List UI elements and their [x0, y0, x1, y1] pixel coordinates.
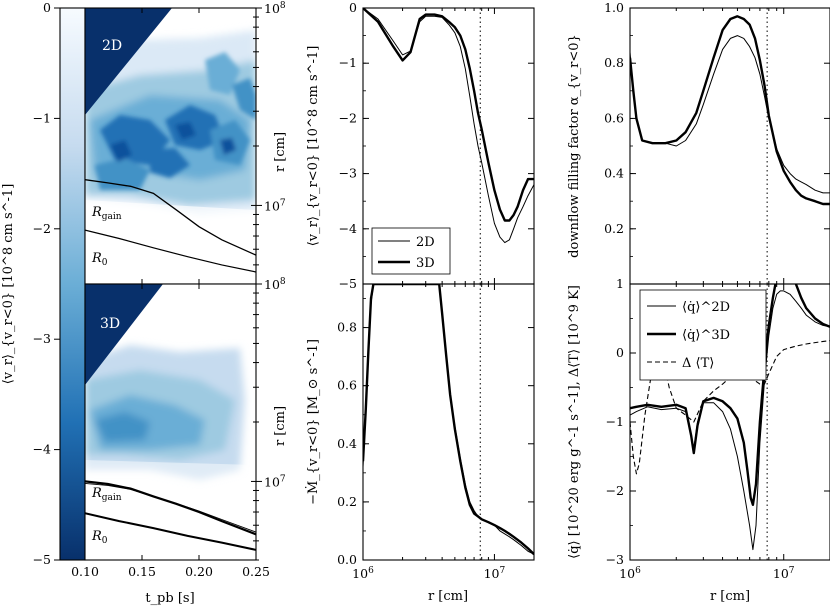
panel-vr-y-tick-label: −5 — [339, 276, 357, 291]
panel-qdot-y-tick-label: 0 — [616, 345, 624, 360]
panel-mdot-x-axis-label: r [cm] — [428, 589, 468, 604]
panel-alpha-frame — [629, 7, 830, 285]
panel-3d-curve-rgain-thin — [85, 482, 256, 533]
panel-3d-heatmap — [85, 284, 256, 560]
panel-qdot-x-axis-label: r [cm] — [710, 589, 750, 604]
colorbar-tick-label: −5 — [33, 552, 51, 567]
panel-3d-y-tick-label: 107 — [264, 474, 286, 489]
panel-vr-y-tick-label: −4 — [339, 221, 357, 236]
colorbar-tick-label: −1 — [33, 110, 51, 125]
panel-2d-r0-label: R0 — [91, 251, 108, 268]
panel-3d-x-tick-label: 0.15 — [128, 564, 156, 579]
panel-vr-y-tick-label: −1 — [339, 55, 357, 70]
colorbar: 0 −1 −2 −3 −4 −5 ⟨v_r⟩_{v_r<0} [10^8 cm s^-1] — [1, 0, 86, 567]
panel-qdot-legend-label-2d: ⟨q̇⟩^2D — [682, 300, 730, 315]
panel-2d-y-tick-label: 107 — [264, 198, 286, 213]
panel-alpha: 0.2 0.4 0.6 0.8 1.0 downflow filling factor … — [567, 0, 830, 285]
panel-3d-heatmap-layer-soft — [85, 345, 245, 480]
colorbar-gradient — [60, 8, 85, 560]
panel-qdot-y-tick-label: −2 — [606, 483, 624, 498]
panel-vr-series-0 — [363, 8, 534, 244]
panel-2d-curve-r0 — [85, 229, 256, 273]
colorbar-tick-label: −2 — [33, 221, 51, 236]
panel-qdot-y-tick-label: −3 — [606, 552, 624, 567]
panel-mdot-y-tick-label: 0.8 — [337, 320, 357, 335]
panel-alpha-y-tick-label: 0.4 — [604, 166, 624, 181]
panel-3d-inner-region — [85, 460, 256, 560]
panel-3d-x-tick-label: 0.25 — [242, 564, 270, 579]
panel-2d-axis-label: r [cm] — [273, 132, 288, 172]
panel-3d-x-tick-label: 0.20 — [185, 564, 213, 579]
panel-mdot-y-tick-label: 0.0 — [337, 552, 357, 567]
panel-2d-rgain-label: Rgain — [91, 205, 122, 222]
panel-2d-y-tick-label: 108 — [264, 1, 286, 16]
panel-vr-y-tick-label: 0 — [349, 0, 357, 15]
panel-vr-legend-label-3d: 3D — [416, 256, 435, 271]
panel-qdot-series-1 — [630, 284, 830, 506]
panel-2d-heatmap — [85, 8, 256, 284]
panel-alpha-y-tick-label: 1.0 — [604, 0, 624, 15]
panel-alpha-y-tick-label: 0.6 — [604, 110, 624, 125]
panel-mdot-series-1 — [363, 284, 534, 556]
panel-mdot-axis-label: −Ṁ_{v_r<0} [M_⊙ s^-1] — [304, 339, 321, 505]
panel-3d-dark-corner — [85, 284, 163, 385]
panel-qdot-series-2 — [630, 340, 830, 475]
panel-vr-axis-label: ⟨v_r⟩_{v_r<0} [10^8 cm s^-1] — [306, 46, 321, 247]
panel-qdot-legend-label-3d: ⟨q̇⟩^3D — [682, 328, 730, 343]
panel-vr-legend-box — [371, 227, 451, 275]
panel-vr-legend: 2D 3D — [371, 227, 451, 275]
panel-qdot-legend: ⟨q̇⟩^2D ⟨q̇⟩^3D Δ ⟨T⟩ — [639, 289, 767, 381]
panel-vr-legend-label-2d: 2D — [416, 235, 435, 250]
panel-qdot-axis-label: ⟨q̇⟩ [10^20 erg g^-1 s^-1], Δ⟨T⟩ [10^9 K… — [567, 285, 582, 559]
panel-alpha-y-tick-label: 0.8 — [604, 55, 624, 70]
panel-mdot-x-tick-label: 106 — [352, 566, 374, 581]
panel-qdot-x-tick-label: 106 — [619, 566, 641, 581]
panel-mdot-y-tick-label: 0.4 — [337, 436, 357, 451]
panel-2d-dark-corner — [85, 8, 172, 115]
colorbar-tick-label: −3 — [33, 331, 51, 346]
panel-3d-r0-label: R0 — [91, 529, 108, 546]
panel-alpha-series-0 — [630, 35, 830, 194]
panel-3d-y-tick-label: 108 — [264, 277, 286, 292]
panel-mdot-y-tick-label: 0.6 — [337, 378, 357, 393]
panel-2d-curve-rgain — [85, 179, 256, 256]
panel-3d-rgain-label: Rgain — [91, 486, 122, 503]
panel-2d-label: 2D — [102, 38, 122, 54]
panel-3d-x-axis-label: t_pb [s] — [145, 591, 194, 606]
panel-3d-spacetime: 3D Rgain R0 107 108 0.10 0.15 0.20 0.25 r [cm… — [71, 277, 288, 606]
panel-mdot-y-tick-label: 0.2 — [337, 494, 357, 509]
panel-2d-spacetime: 2D Rgain R0 107 108 r [cm] — [84, 1, 288, 285]
panel-alpha-series-1 — [630, 15, 830, 206]
panel-3d-curve-r0 — [85, 512, 256, 551]
panel-vr-y-tick-label: −3 — [339, 166, 357, 181]
panel-qdot-x-tick-label: 107 — [773, 566, 795, 581]
panel-alpha-y-tick-label: 0.2 — [604, 221, 624, 236]
panel-mdot-x-tick-label: 107 — [484, 566, 506, 581]
panel-vr-y-tick-label: −2 — [339, 110, 357, 125]
colorbar-tick-label: −4 — [33, 442, 51, 457]
panel-3d-x-tick-label: 0.10 — [71, 564, 99, 579]
panel-mdot-frame — [362, 283, 535, 561]
panel-mdot: 0.0 0.2 0.4 0.6 0.8 106 107 −Ṁ_{v_r<0} [M_⊙ s^… — [304, 283, 535, 604]
panel-qdot-y-tick-label: −1 — [606, 414, 624, 429]
panel-qdot-y-tick-label: 1 — [616, 276, 624, 291]
panel-mdot-series-0 — [363, 284, 534, 555]
colorbar-tick-label: 0 — [43, 0, 51, 15]
panel-vr-series-1 — [363, 8, 534, 222]
panel-qdot-legend-label-dt: Δ ⟨T⟩ — [682, 356, 714, 371]
panel-vr: 0 −1 −2 −3 −4 −5 ⟨v_r⟩_{v_r<0} [10^8 cm s^-1]… — [306, 0, 535, 291]
panel-2d-heatmap-layer-detail — [95, 52, 256, 190]
colorbar-axis-label: ⟨v_r⟩_{v_r<0} [10^8 cm s^-1] — [1, 184, 16, 385]
panel-3d-axis-label: r [cm] — [273, 406, 288, 446]
panel-3d-label: 3D — [100, 316, 120, 332]
panel-alpha-axis-label: downflow filling factor α_{v_r<0} — [567, 34, 582, 258]
